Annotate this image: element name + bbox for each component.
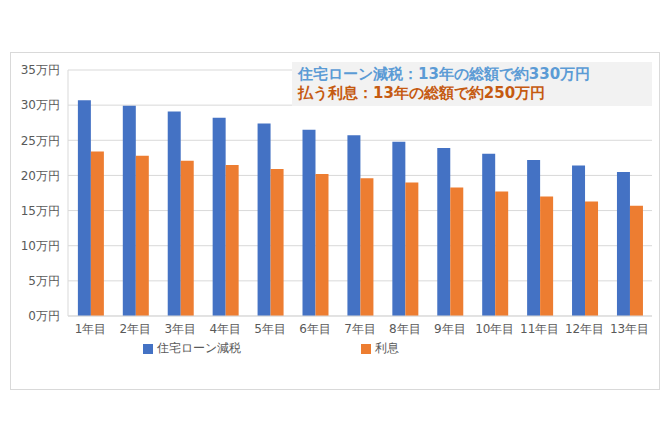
svg-text:8年目: 8年目 — [389, 322, 421, 336]
svg-text:25万円: 25万円 — [21, 134, 60, 148]
svg-text:9年目: 9年目 — [434, 322, 466, 336]
svg-text:6年目: 6年目 — [299, 322, 331, 336]
svg-text:10万円: 10万円 — [21, 239, 60, 253]
svg-text:5年目: 5年目 — [254, 322, 286, 336]
svg-text:5万円: 5万円 — [28, 274, 60, 288]
svg-text:15万円: 15万円 — [21, 204, 60, 218]
svg-text:13年目: 13年目 — [610, 322, 649, 336]
html-text:住宅ローン減税: 住宅ローン減税 — [157, 341, 241, 355]
svg-text:0万円: 0万円 — [28, 309, 60, 323]
svg-text:4年目: 4年目 — [209, 322, 241, 336]
html-text:払う利息：13年の総額で約250万円: 払う利息：13年の総額で約250万円 — [298, 84, 546, 102]
svg-text:12年目: 12年目 — [565, 322, 604, 336]
svg-text:35万円: 35万円 — [21, 63, 60, 77]
html-text:利息: 利息 — [375, 341, 399, 355]
svg-text:30万円: 30万円 — [21, 98, 60, 112]
svg-text:3年目: 3年目 — [164, 322, 196, 336]
svg-text:20万円: 20万円 — [21, 169, 60, 183]
svg-text:11年目: 11年目 — [520, 322, 559, 336]
svg-text:1年目: 1年目 — [75, 322, 107, 336]
svg-text:7年目: 7年目 — [344, 322, 376, 336]
html-text:住宅ローン減税：13年の総額で約330万円: 住宅ローン減税：13年の総額で約330万円 — [298, 65, 591, 83]
svg-text:2年目: 2年目 — [120, 322, 152, 336]
svg-text:10年目: 10年目 — [475, 322, 514, 336]
